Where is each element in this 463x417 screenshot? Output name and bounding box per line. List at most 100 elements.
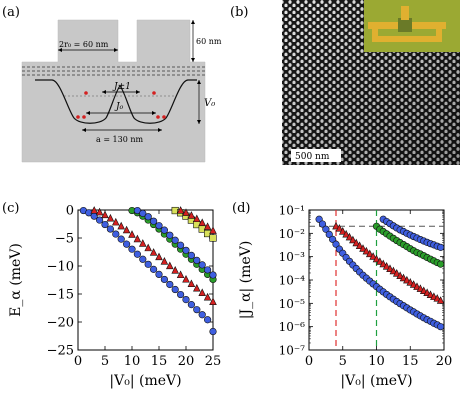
data-point [171,236,179,244]
data-point [117,221,125,230]
y-tick-label: −15 [47,288,74,303]
data-point [342,229,350,238]
data-point [198,311,206,319]
arrowhead [82,128,86,132]
data-point [338,227,347,235]
data-point [355,241,364,249]
panel-c: (c) 0 5 10 15 20 25 0 −5 −10 −15 −20 −25 |V₀| (meV) E… [2,201,221,389]
x-axis-label: |V₀| (meV) [109,373,181,389]
data-point [176,206,185,214]
data-point [122,240,131,248]
plot-area [77,209,214,351]
electron-dot [156,115,160,119]
data-point [182,208,190,216]
x-tick-label: 5 [101,354,109,369]
x-axis-label: |V₀| (meV) [340,373,412,389]
data-point [166,231,174,239]
data-point [198,261,206,269]
data-point [117,235,125,243]
data-point [187,279,196,288]
data-point [155,270,163,279]
data-point [436,296,445,304]
data-point [365,249,374,258]
panel-label-d: (d) [232,201,250,216]
x-tick-label: 10 [124,354,141,369]
data-point [204,266,212,274]
data-point [345,232,354,241]
data-point [329,235,337,243]
data-point [160,226,168,234]
gate-structure [21,19,206,163]
panel-b: (b) 500 nm [230,0,460,165]
data-point [198,218,206,226]
data-point [177,290,185,299]
data-point [101,210,109,219]
x-tick-label: 20 [178,354,195,369]
label-J-pm1: J±1 [112,82,131,92]
panel-label-b: (b) [230,5,248,20]
data-point [193,256,201,265]
data-point [155,222,163,230]
y-tick-label: 10⁻⁵ [279,297,306,311]
data-point [372,254,381,263]
data-point [396,271,404,279]
data-point [122,225,131,234]
y-axis-label: E_α (meV) [8,243,24,317]
data-point [193,283,201,292]
arrowhead [136,90,140,94]
scale-bar-label: 500 nm [295,152,330,162]
x-tick-label: 5 [339,354,347,369]
y-tick-label: 10⁻⁴ [279,274,306,288]
data-point [106,213,115,222]
arrowhead [158,128,162,132]
y-tick-label: 10⁻¹ [279,204,305,218]
arrowhead [86,111,90,115]
data-point [139,255,147,263]
label-J0: J₀ [114,102,124,112]
data-point [349,235,357,244]
data-point [182,296,190,304]
y-tick-label: −20 [47,316,74,331]
y-tick-label: 10⁻³ [279,250,306,264]
data-point [198,288,206,296]
series-group [79,206,217,336]
data-point [160,275,168,284]
y-tick-label: −25 [47,344,74,359]
data-point [139,209,147,217]
data-point [128,245,136,253]
arrowhead [102,90,106,94]
data-point [187,211,196,219]
data-point [182,274,190,283]
data-point [160,257,169,265]
data-point [144,260,152,268]
electron-dot [162,115,166,119]
y-tick-label: −5 [55,232,74,247]
data-point [133,250,141,258]
series-red [332,221,445,304]
arrowhead [197,120,201,124]
data-point [386,264,394,272]
data-point [150,265,158,273]
y-tick-label: 10⁻² [279,227,306,241]
data-point [352,238,361,247]
data-point [369,252,377,260]
data-point [144,243,152,252]
data-point [112,230,120,238]
panel-d: (d) 0 5 10 15 20 10⁻¹ 10⁻² 10⁻³ 10⁻⁴ 10⁻⁵ 10⁻⁶ 10⁻⁷… [232,201,452,389]
label-a: a = 130 nm [96,135,144,144]
data-point [403,275,411,284]
arrowhead [58,48,62,52]
data-point [139,239,147,247]
electron-dot [82,115,86,119]
data-point [209,327,217,336]
data-point [359,244,367,252]
electron-dot [152,91,156,95]
data-point [318,220,327,228]
data-point [106,225,114,233]
data-point [150,217,158,225]
chart-d: 0 5 10 15 20 10⁻¹ 10⁻² 10⁻³ 10⁻⁴ 10⁻⁵ 10⁻⁶ 10⁻⁷ |V₀|… [238,204,452,390]
data-point [322,225,330,233]
label-2r0: 2r₀ = 60 nm [59,40,109,49]
y-tick-label: 0 [66,204,74,219]
data-point [171,266,179,274]
